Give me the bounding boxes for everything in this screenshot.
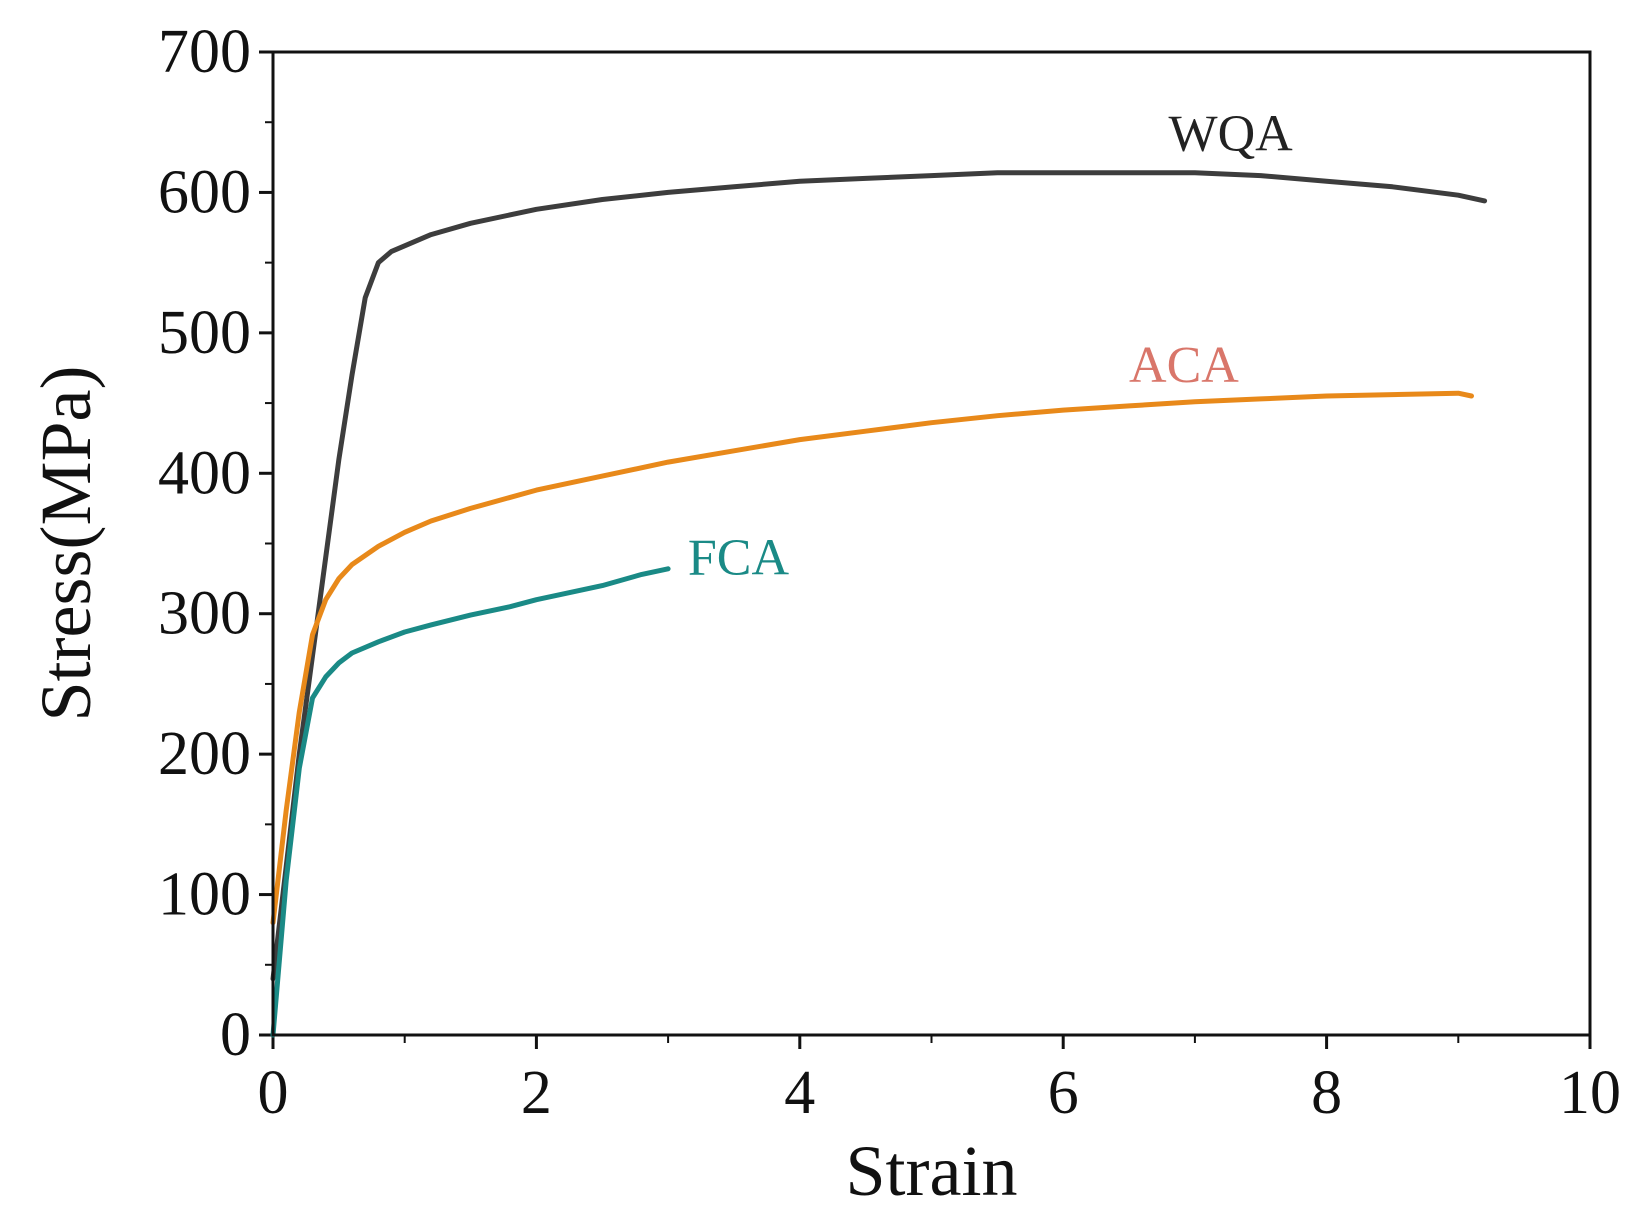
- x-tick-label-4: 4: [784, 1059, 815, 1127]
- x-tick-label-6: 6: [1048, 1059, 1079, 1127]
- x-tick-label-0: 0: [258, 1059, 289, 1127]
- y-tick-label-600: 600: [158, 158, 251, 226]
- y-tick-label-300: 300: [158, 580, 251, 648]
- x-tick-label-2: 2: [521, 1059, 552, 1127]
- series-layer: [270, 170, 1488, 1038]
- series-label-aca: ACA: [1129, 337, 1239, 394]
- plot-frame: [271, 50, 1592, 1037]
- series-line-wqa: [270, 170, 1488, 982]
- y-tick-label-200: 200: [158, 720, 251, 788]
- series-label-wqa: WQA: [1169, 105, 1294, 162]
- labels-layer: WQA ACA FCA: [688, 105, 1293, 586]
- y-tick-label-0: 0: [220, 1001, 251, 1069]
- series-label-fca: FCA: [688, 529, 790, 586]
- x-tick-label-10: 10: [1559, 1059, 1621, 1127]
- x-axis-title: Strain: [846, 1131, 1018, 1211]
- series-line-fca: [270, 566, 671, 1038]
- y-axis-title: Stress(MPa): [26, 366, 106, 722]
- y-tick-label-500: 500: [158, 299, 251, 367]
- y-tick-label-400: 400: [158, 439, 251, 507]
- series-line-aca: [270, 390, 1474, 926]
- y-tick-label-100: 100: [158, 861, 251, 929]
- x-tick-label-8: 8: [1311, 1059, 1342, 1127]
- y-tick-label-700: 700: [158, 18, 251, 86]
